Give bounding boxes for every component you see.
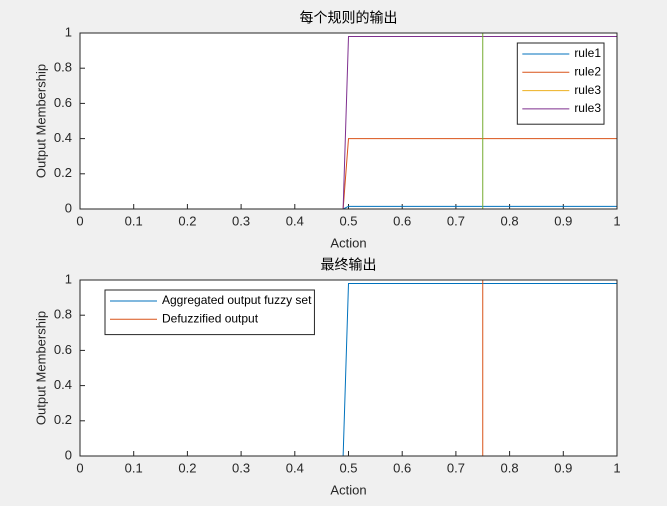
- axes-box: [79, 279, 618, 457]
- x-tick-label: 0.1: [125, 460, 143, 475]
- x-tick-label: 0: [76, 213, 83, 228]
- y-tick-label: 0: [65, 200, 72, 215]
- legend-label: Defuzzified output: [162, 311, 259, 325]
- x-tick-label: 0.8: [501, 460, 519, 475]
- x-tick-label: 0.9: [554, 213, 572, 228]
- chart-title: 最终输出: [321, 257, 377, 273]
- legend-box: [104, 289, 315, 336]
- x-tick-label: 0.4: [286, 460, 304, 475]
- x-tick-label: 0.8: [501, 213, 519, 228]
- x-axis-label: Action: [330, 482, 366, 497]
- y-tick-label: 0.6: [54, 342, 72, 357]
- legend-label: rule3: [574, 101, 601, 115]
- x-tick-label: 0.9: [554, 460, 572, 475]
- y-tick-label: 0.4: [54, 130, 72, 145]
- legend-label: rule3: [574, 83, 601, 97]
- legend-label: rule1: [574, 46, 601, 60]
- legend: Aggregated output fuzzy set Defuzzified o…: [104, 289, 315, 336]
- y-tick-label: 0: [65, 447, 72, 462]
- x-axis-label: Action: [330, 235, 366, 250]
- x-tick-label: 0.7: [447, 213, 465, 228]
- y-axis-label: Output Membership: [33, 64, 48, 178]
- y-tick-label: 1: [65, 271, 72, 286]
- x-tick-label: 0.6: [393, 460, 411, 475]
- y-tick-label: 1: [65, 24, 72, 39]
- x-tick-label: 1: [613, 460, 620, 475]
- y-tick-label: 0.8: [54, 60, 72, 75]
- y-tick-label: 0.6: [54, 95, 72, 110]
- x-tick-label: 0.4: [286, 213, 304, 228]
- legend-box: [516, 42, 605, 125]
- legend-label: rule2: [574, 64, 601, 78]
- x-tick-label: 0.7: [447, 460, 465, 475]
- chart-title: 每个规则的输出: [300, 10, 398, 26]
- x-tick-label: 0.6: [393, 213, 411, 228]
- x-tick-label: 0.3: [232, 460, 250, 475]
- x-tick-label: 0.2: [178, 213, 196, 228]
- x-tick-label: 0.5: [339, 460, 357, 475]
- x-tick-label: 0.1: [125, 213, 143, 228]
- x-tick-label: 0.3: [232, 213, 250, 228]
- y-axis-label: Output Membership: [33, 311, 48, 425]
- x-tick-label: 0.5: [339, 213, 357, 228]
- y-tick-label: 0.2: [54, 165, 72, 180]
- y-tick-label: 0.8: [54, 307, 72, 322]
- axes: 最终输出 Action Output Membership 0 0.1 0.2 0.3 0.4…: [33, 257, 620, 498]
- y-tick-label: 0.4: [54, 377, 72, 392]
- x-tick-label: 1: [613, 213, 620, 228]
- y-tick-label: 0.2: [54, 412, 72, 427]
- axes-box: [79, 32, 618, 210]
- x-tick-label: 0: [76, 460, 83, 475]
- legend-label: Aggregated output fuzzy set: [162, 293, 312, 307]
- x-tick-label: 0.2: [178, 460, 196, 475]
- legend: rule1 rule2 rule3 rule3: [516, 42, 605, 125]
